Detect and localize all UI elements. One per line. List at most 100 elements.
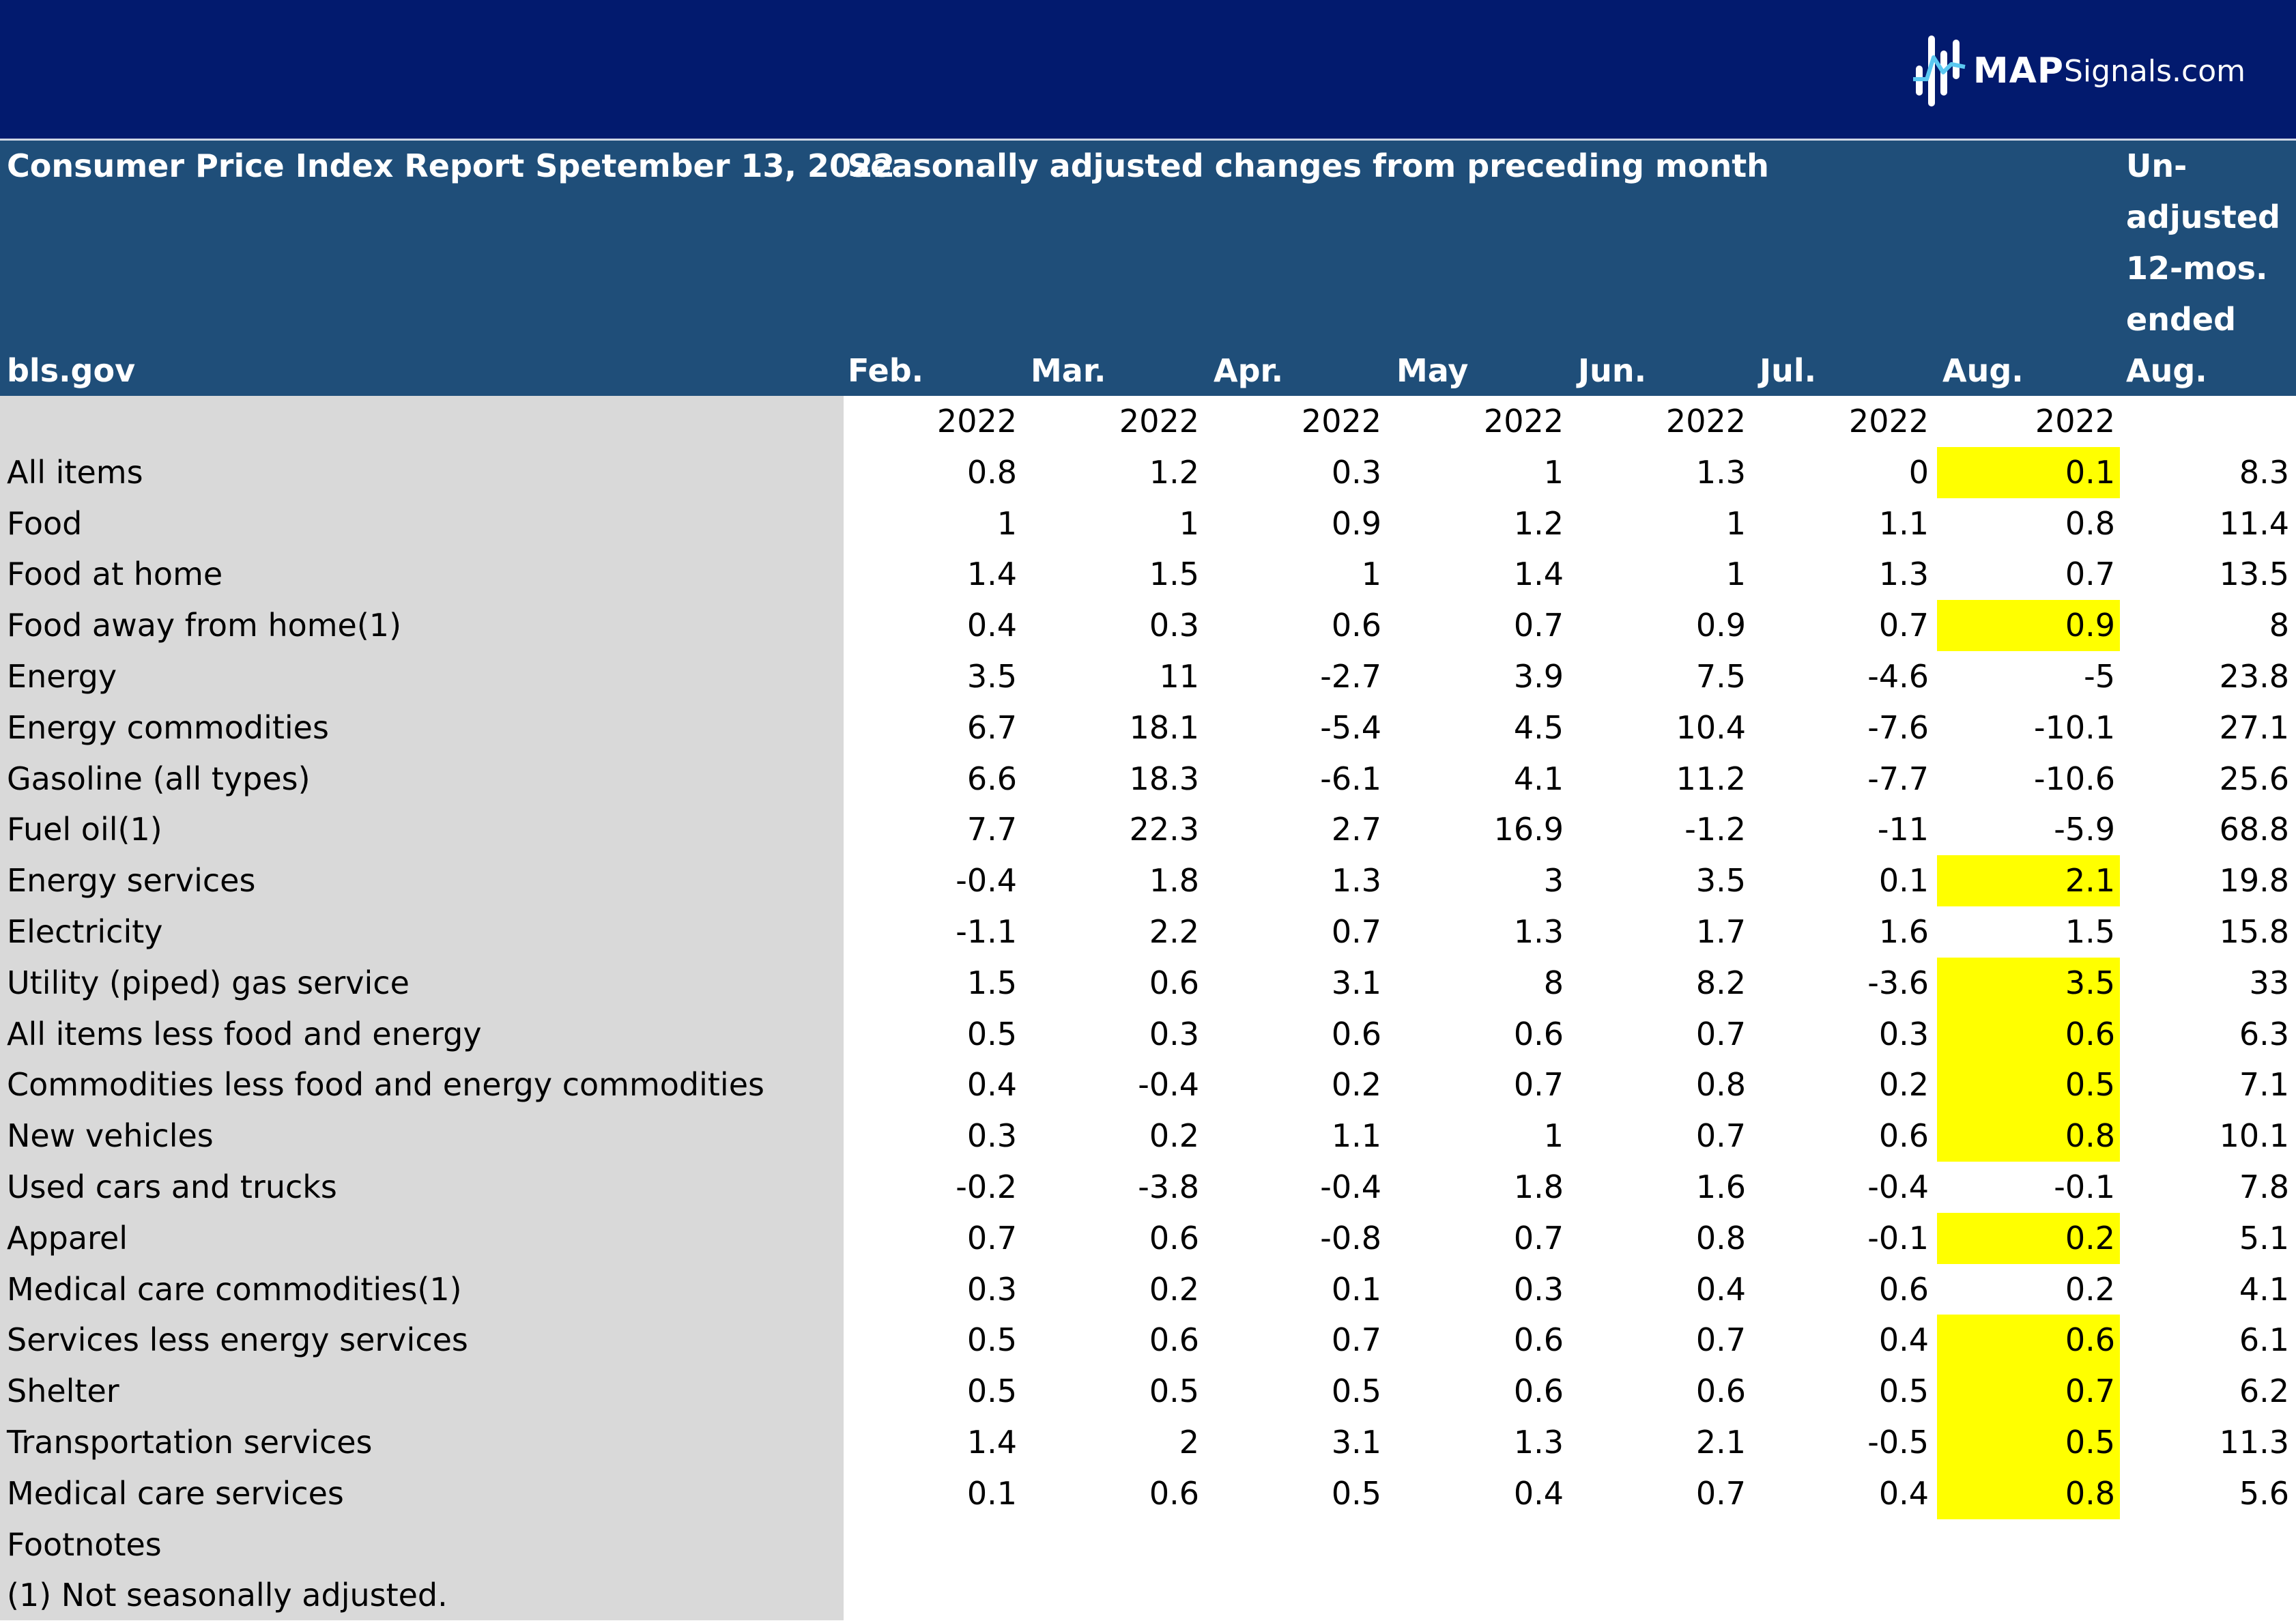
value-cell: 4.5: [1513, 708, 1564, 746]
value-cell: -3.8: [1138, 1168, 1199, 1205]
value-cell: 0.7: [966, 1219, 1017, 1257]
highlighted-value-cell: 0.8: [1937, 1467, 2120, 1519]
row-label: Energy services: [7, 862, 256, 900]
value-cell: 0.3: [1331, 453, 1381, 491]
value-cell: -0.2: [956, 1168, 1017, 1205]
unadjusted-value-cell: 6.2: [2239, 1373, 2289, 1410]
month-header: Jun.: [1578, 352, 1647, 389]
value-cell: 1.8: [1513, 1168, 1564, 1205]
year-cell: 2022: [1848, 403, 1929, 440]
value-cell: 3.9: [1513, 658, 1564, 695]
row-label: Utility (piped) gas service: [7, 964, 410, 1001]
value-cell: 0.3: [1878, 1015, 1929, 1052]
value-cell: 3.1: [1331, 1424, 1381, 1461]
unadjusted-value-cell: 11.4: [2219, 504, 2289, 542]
value-cell: 0.3: [1513, 1270, 1564, 1308]
value-cell: 0.2: [1331, 1066, 1381, 1104]
value-cell: 1.4: [966, 1424, 1017, 1461]
value-cell: -5.9: [2054, 811, 2115, 848]
value-cell: 1.3: [1513, 1424, 1564, 1461]
row-label: Used cars and trucks: [7, 1168, 337, 1205]
footnotes-title: Footnotes: [7, 1525, 162, 1563]
mapsignals-logo-icon: [1912, 35, 1966, 106]
value-cell: 0.1: [966, 1474, 1017, 1512]
value-cell: 1.6: [1878, 913, 1929, 950]
highlighted-value-cell: 0.6: [1937, 1008, 2120, 1060]
value-cell: 1.5: [1149, 556, 1199, 593]
value-cell: -10.6: [2033, 760, 2115, 797]
value-cell: 0.7: [1513, 1066, 1564, 1104]
value-cell: 3.5: [966, 658, 1017, 695]
value-cell: 1: [1179, 504, 1199, 542]
row-label: Medical care services: [7, 1474, 344, 1512]
unadjusted-value-cell: 5.6: [2239, 1474, 2289, 1512]
unadjusted-value-cell: 68.8: [2219, 811, 2289, 848]
value-cell: 0.7: [1331, 913, 1381, 950]
value-cell: 1.1: [1878, 504, 1929, 542]
value-cell: 0.5: [1331, 1373, 1381, 1410]
value-cell: 1.7: [1695, 913, 1746, 950]
unadjusted-header: Un- adjusted 12-mos. ended Aug. 2022: [2126, 141, 2290, 448]
footnote-text: (1) Not seasonally adjusted.: [7, 1577, 448, 1614]
value-cell: 1.2: [1149, 453, 1199, 491]
value-cell: 10.4: [1676, 708, 1746, 746]
year-cell: 2022: [2035, 403, 2115, 440]
value-cell: 0.3: [1149, 1015, 1199, 1052]
value-cell: 0.6: [1513, 1321, 1564, 1359]
value-cell: 0: [1908, 453, 1929, 491]
value-cell: 0.4: [966, 1066, 1017, 1104]
value-cell: 0.6: [1695, 1373, 1746, 1410]
value-cell: 0.7: [1695, 1321, 1746, 1359]
report-title: Consumer Price Index Report Spetember 13…: [7, 147, 895, 184]
year-cell: 2022: [1119, 403, 1199, 440]
row-label: Food away from home(1): [7, 607, 402, 644]
value-cell: 1.6: [1695, 1168, 1746, 1205]
value-cell: 0.7: [1695, 1474, 1746, 1512]
value-cell: 0.1: [1878, 862, 1929, 900]
value-cell: -2.7: [1320, 658, 1381, 695]
value-cell: -0.4: [1320, 1168, 1381, 1205]
value-cell: 0.6: [1331, 1015, 1381, 1052]
value-cell: 11: [1159, 658, 1199, 695]
value-cell: -0.1: [2054, 1168, 2115, 1205]
value-cell: -0.4: [956, 862, 1017, 900]
month-header: Aug.: [1942, 352, 2024, 389]
value-cell: 0.6: [1878, 1117, 1929, 1155]
unadjusted-value-cell: 33: [2249, 964, 2289, 1001]
month-header: Feb.: [848, 352, 924, 389]
brand-name-light: Signals.com: [2063, 53, 2245, 89]
value-cell: 0.5: [966, 1373, 1017, 1410]
value-cell: 4.1: [1513, 760, 1564, 797]
year-cell: 2022: [1301, 403, 1381, 440]
row-label: All items less food and energy: [7, 1015, 482, 1052]
value-cell: 0.6: [1513, 1015, 1564, 1052]
row-label: Commodities less food and energy commodi…: [7, 1066, 764, 1104]
highlighted-value-cell: 2.1: [1937, 855, 2120, 907]
unadjusted-line: ended: [2126, 301, 2236, 338]
value-cell: 0.9: [1695, 607, 1746, 644]
value-cell: 16.9: [1493, 811, 1564, 848]
value-cell: 1.2: [1513, 504, 1564, 542]
unadjusted-value-cell: 4.1: [2239, 1270, 2289, 1308]
highlighted-value-cell: 0.5: [1937, 1059, 2120, 1111]
highlighted-value-cell: 3.5: [1937, 957, 2120, 1009]
value-cell: 1: [1725, 504, 1746, 542]
value-cell: 0.4: [1695, 1270, 1746, 1308]
value-cell: 0.9: [1331, 504, 1381, 542]
value-cell: 0.1: [1331, 1270, 1381, 1308]
highlighted-value-cell: 0.1: [1937, 446, 2120, 498]
value-cell: 0.6: [1513, 1373, 1564, 1410]
value-cell: 1.3: [1513, 913, 1564, 950]
row-label: Gasoline (all types): [7, 760, 311, 797]
unadjusted-value-cell: 13.5: [2219, 556, 2289, 593]
value-cell: 1.8: [1149, 862, 1199, 900]
value-cell: -0.8: [1320, 1219, 1381, 1257]
value-cell: 0.7: [1695, 1015, 1746, 1052]
value-cell: 0.7: [1695, 1117, 1746, 1155]
value-cell: -6.1: [1320, 760, 1381, 797]
value-cell: 0.4: [1878, 1474, 1929, 1512]
year-cell: 2022: [1665, 403, 1746, 440]
value-cell: 0.6: [1149, 1321, 1199, 1359]
value-cell: 0.5: [966, 1015, 1017, 1052]
label-column: [0, 396, 844, 1620]
